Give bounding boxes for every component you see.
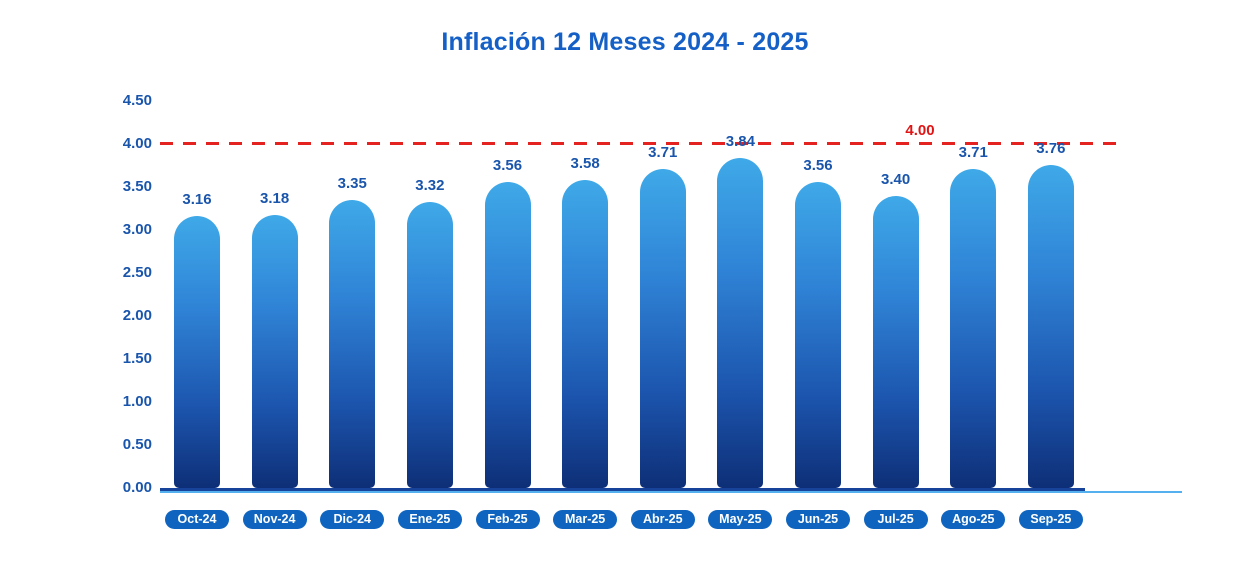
bar-column: 3.56 Jun-25 [786,101,850,529]
reference-line-label: 4.00 [905,122,935,139]
bar-column: 3.32 Ene-25 [397,101,462,529]
bar-column: 3.58 Mar-25 [553,101,618,529]
baseline-accent-line [160,491,1182,493]
category-label: Dic-24 [320,510,385,529]
bar-column: 3.76 Sep-25 [1018,101,1083,529]
category-label: Jun-25 [786,510,850,529]
category-label: Ago-25 [941,510,1006,529]
bar-nov-24 [251,215,298,488]
category-label: Abr-25 [630,510,695,529]
bar-value-label: 3.76 [1036,140,1066,157]
bar-jul-25 [872,196,919,488]
bar-sep-25 [1027,165,1074,488]
bar-column: 3.18 Nov-24 [242,101,307,529]
bar-column: 3.35 Dic-24 [320,101,385,529]
bar-ago-25 [950,169,997,488]
category-label: Jul-25 [863,510,928,529]
bar-ene-25 [406,202,453,488]
bar-column: 3.84 May-25 [708,101,773,529]
bar-value-label: 3.71 [958,144,988,161]
y-tick-label: 0.50 [122,436,152,453]
category-label: Mar-25 [553,510,618,529]
bar-value-label: 3.40 [881,171,911,188]
bar-value-label: 3.35 [337,175,367,192]
category-label: May-25 [708,510,773,529]
bar-column: 3.71 Ago-25 [941,101,1006,529]
y-tick-label: 0.00 [122,479,152,496]
category-label: Feb-25 [475,510,540,529]
bar-mar-25 [562,180,609,488]
bar-column: 3.40 Jul-25 [863,101,928,529]
y-tick-label: 4.50 [122,92,152,109]
category-label: Oct-24 [165,510,229,529]
y-tick-label: 3.50 [122,178,152,195]
y-tick-label: 3.00 [122,221,152,238]
bar-value-label: 3.32 [415,177,445,194]
category-label: Nov-24 [242,510,307,529]
y-tick-label: 1.50 [122,350,152,367]
bar-column: 3.71 Abr-25 [630,101,695,529]
y-tick-label: 2.00 [122,307,152,324]
x-axis-line [160,488,1085,491]
bar-feb-25 [484,182,531,488]
bars-container: 3.16 Oct-24 3.18 Nov-24 3.35 Dic-24 3.32 Ene-25… [165,101,1083,529]
bar-value-label: 3.16 [182,191,212,208]
bar-value-label: 3.84 [725,133,755,150]
bar-dic-24 [329,200,376,488]
bar-column: 3.16 Oct-24 [165,101,229,529]
reference-dashed-line [160,142,1125,145]
bar-value-label: 3.56 [492,157,523,174]
bar-abr-25 [639,169,686,488]
bar-value-label: 3.18 [260,190,290,207]
y-tick-label: 4.00 [122,135,152,152]
category-label: Sep-25 [1018,510,1083,529]
bar-may-25 [717,158,764,488]
bar-value-label: 3.58 [570,155,600,172]
y-tick-label: 1.00 [122,393,152,410]
category-label: Ene-25 [397,510,462,529]
bar-oct-24 [174,216,220,488]
chart-title: Inflación 12 Meses 2024 - 2025 [441,28,809,56]
bar-jun-25 [795,182,841,488]
bar-value-label: 3.71 [648,144,678,161]
bar-value-label: 3.56 [803,157,833,174]
bar-column: 3.56 Feb-25 [475,101,540,529]
y-tick-label: 2.50 [122,264,152,281]
